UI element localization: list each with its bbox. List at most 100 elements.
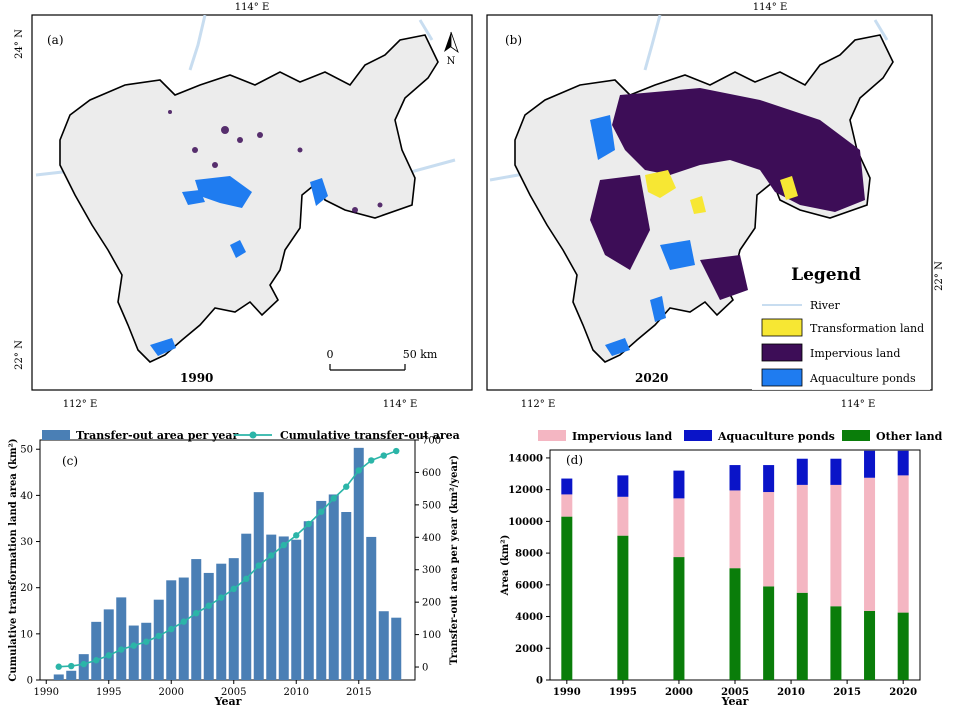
- legend-label-line: Cumulative transfer-out area: [280, 429, 460, 442]
- bar-aquaculture-ponds-2017: [864, 450, 876, 478]
- legend-swatch-bars: [42, 430, 70, 440]
- aquaculture-patches: [590, 115, 695, 356]
- y-axis-title-left: Cumulative transformation land area (km²…: [8, 438, 19, 681]
- bar-impervious-land-2014: [830, 484, 842, 607]
- y-tick-label: 6000: [515, 580, 543, 591]
- y-axis-left: 0 10 20 30 40 50: [20, 445, 40, 687]
- bar-1991: [53, 674, 64, 680]
- bar-impervious-land-2005: [729, 490, 741, 569]
- panel-label-d: (d): [566, 453, 583, 467]
- line-point-2015: [355, 467, 362, 474]
- y-tick-label: 0: [536, 676, 543, 687]
- stacked-bars: [561, 450, 909, 680]
- line-point-2016: [368, 457, 375, 464]
- y-axis-title: Area (km²): [500, 535, 511, 597]
- chart-legend: Impervious land Aquaculture ponds Other …: [538, 430, 943, 443]
- line-point-2013: [330, 495, 337, 502]
- bar-other-land-2008: [763, 586, 775, 680]
- y-tick-label-right: 700: [422, 436, 441, 447]
- x-tick-label: 1990: [34, 687, 59, 698]
- bar-1999: [153, 599, 164, 680]
- y-tick-label-right: 600: [422, 468, 441, 479]
- y-tick-label: 50: [20, 445, 33, 456]
- legend-label-river: River: [810, 299, 841, 312]
- y-tick-label: 14000: [508, 453, 543, 464]
- bar-aquaculture-ponds-2011: [796, 458, 808, 485]
- top-lon-label-b: 114° E: [753, 2, 788, 13]
- bar-2006: [241, 533, 252, 680]
- bar-other-land-2014: [830, 606, 842, 680]
- line-point-1993: [80, 660, 87, 668]
- legend-label-transformation: Transformation land: [810, 322, 924, 335]
- line-point-2012: [318, 508, 325, 515]
- chart-panel-d: 1990 1995 2000 2005 2010 2015 2020 0 2000 4000 60…: [500, 430, 943, 708]
- x-tick-label: 2010: [777, 687, 805, 698]
- map-panel-a: (a) 1990 114° E 112° E 114° E 24° N 22° …: [14, 2, 473, 410]
- bar-1992: [66, 670, 77, 680]
- y-axis-right: 0 100 200 300 400 500 600 700: [415, 436, 441, 674]
- year-label-b: 2020: [635, 371, 668, 385]
- panel-label-b: (b): [505, 33, 522, 47]
- bar-2012: [316, 500, 327, 680]
- north-arrow-icon: [444, 31, 459, 54]
- y-tick-label: 10000: [508, 517, 543, 528]
- bar-2011: [303, 521, 314, 680]
- y-tick-label: 12000: [508, 485, 543, 496]
- y-tick-label-right: 500: [422, 500, 441, 511]
- bar-aquaculture-ponds-2005: [729, 465, 741, 491]
- bar-1995: [103, 609, 114, 680]
- impervious-patches: [590, 88, 865, 300]
- plot-frame: [39, 439, 416, 681]
- y-axis: 0 2000 4000 6000 8000 10000 12000 14000: [508, 453, 550, 687]
- bar-other-land-1990: [561, 516, 573, 680]
- legend-label-bars: Transfer-out area per year: [76, 429, 239, 442]
- y-tick-label-right: 100: [422, 630, 441, 641]
- x-tick-label: 2010: [284, 687, 309, 698]
- top-lon-label-a: 114° E: [235, 2, 270, 13]
- bar-other-land-2005: [729, 568, 741, 680]
- line-point-2011: [305, 520, 312, 528]
- line-series: [55, 447, 400, 670]
- line-point-1999: [155, 632, 162, 640]
- bar-aquaculture-ponds-2014: [830, 458, 842, 485]
- x-tick-label: 2015: [833, 687, 861, 698]
- bar-2003: [203, 572, 214, 680]
- line-point-1997: [130, 642, 137, 649]
- bar-aquaculture-ponds-1995: [617, 475, 629, 497]
- line-point-1994: [93, 657, 100, 664]
- bar-impervious-land-1990: [561, 494, 573, 517]
- line-point-1998: [143, 638, 150, 645]
- legend-marker-line: [249, 431, 257, 439]
- legend-swatch-impervious: [761, 343, 803, 362]
- y-tick-label-right: 300: [422, 565, 441, 576]
- legend-swatch-aquaculture: [761, 368, 803, 387]
- bottom-lon-label-a2: 114° E: [383, 399, 418, 410]
- bar-aquaculture-ponds-2008: [763, 465, 775, 493]
- y-tick-label-right: 0: [422, 663, 428, 674]
- line-point-2006: [243, 575, 250, 583]
- left-lat-label-a1: 24° N: [14, 29, 25, 59]
- bar-1994: [91, 621, 102, 680]
- bar-2007: [253, 492, 264, 680]
- bottom-lon-label-b2: 114° E: [841, 399, 876, 410]
- bar-2018: [391, 617, 402, 680]
- bar-2015: [353, 447, 364, 680]
- y-axis-title-right: Transfer-out area per year (km²/year): [449, 455, 460, 665]
- bottom-lon-label-b1: 112° E: [521, 399, 556, 410]
- bar-series: [53, 447, 402, 680]
- y-tick-label: 8000: [515, 549, 543, 560]
- line-point-2010: [293, 532, 300, 539]
- line-point-2014: [343, 483, 350, 490]
- bar-impervious-land-2011: [796, 484, 808, 593]
- x-tick-label: 1995: [96, 687, 121, 698]
- line-point-1991: [55, 663, 62, 670]
- line-point-2003: [205, 602, 212, 609]
- legend-label-impervious: Impervious land: [572, 430, 673, 443]
- x-axis: 1990 1995 2000 2005 2010 2015 2020: [553, 680, 917, 698]
- bottom-lon-label-a1: 112° E: [63, 399, 98, 410]
- bar-impervious-land-2020: [897, 475, 909, 613]
- line-point-2008: [268, 552, 275, 559]
- bar-1996: [116, 597, 127, 680]
- y-tick-label: 40: [20, 491, 33, 502]
